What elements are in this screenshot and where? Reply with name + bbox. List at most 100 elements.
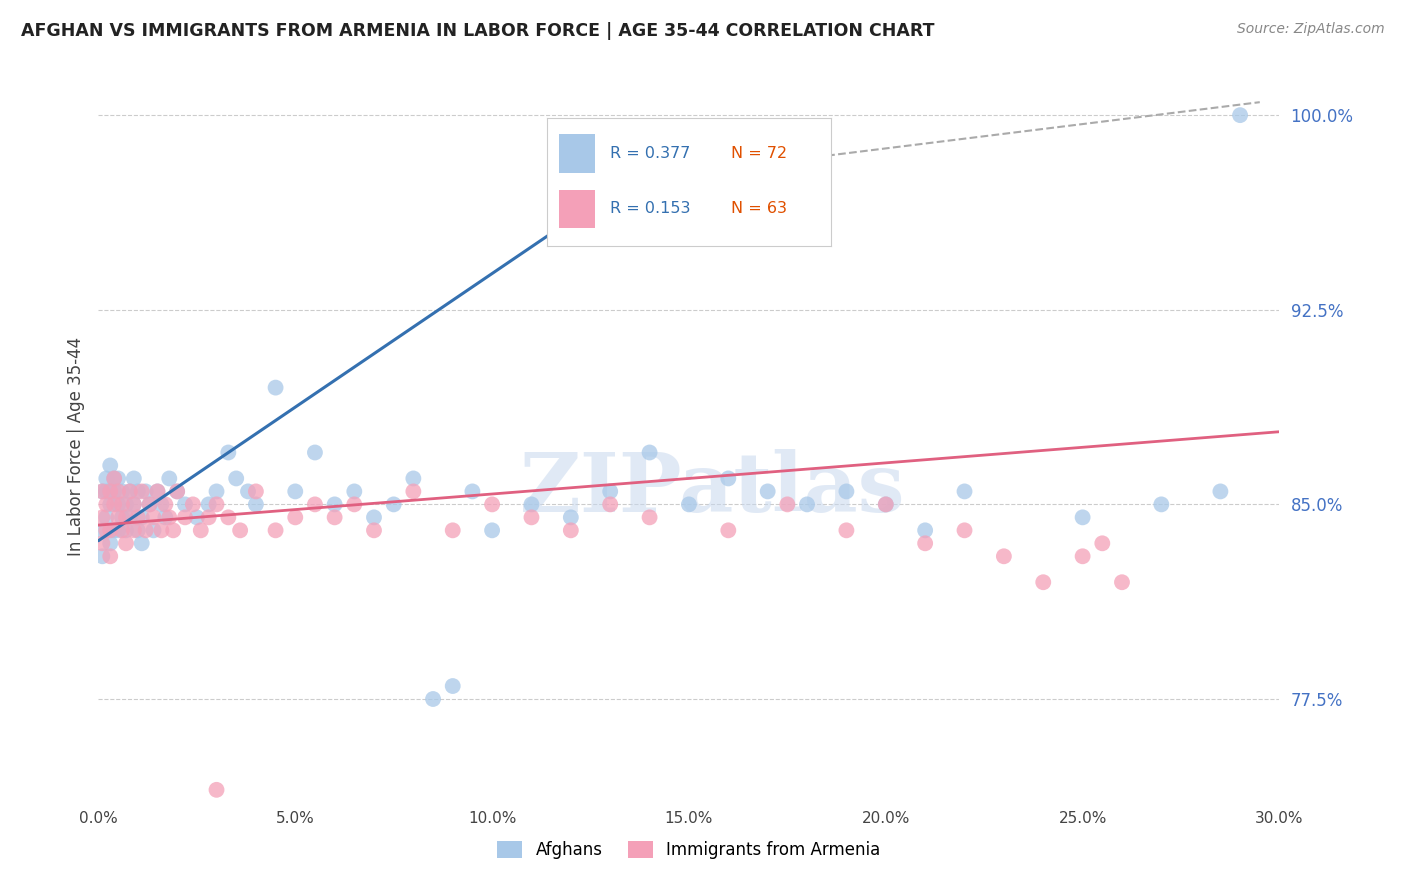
Point bbox=[135, 484, 157, 499]
Point bbox=[245, 484, 267, 499]
Point bbox=[103, 484, 125, 499]
Point bbox=[107, 497, 129, 511]
Point bbox=[229, 524, 252, 538]
Point bbox=[1071, 510, 1094, 524]
Point bbox=[115, 497, 138, 511]
Point bbox=[96, 510, 118, 524]
Point bbox=[142, 510, 165, 524]
Point bbox=[107, 524, 129, 538]
Point bbox=[98, 524, 121, 538]
Point bbox=[323, 497, 346, 511]
Point bbox=[363, 524, 385, 538]
Point bbox=[1071, 549, 1094, 564]
Point bbox=[875, 497, 897, 511]
Point bbox=[91, 510, 114, 524]
Point bbox=[441, 679, 464, 693]
Point bbox=[186, 510, 208, 524]
Point bbox=[756, 484, 779, 499]
Point bbox=[343, 484, 366, 499]
Point bbox=[835, 524, 858, 538]
Point bbox=[225, 471, 247, 485]
Point bbox=[91, 536, 114, 550]
Point bbox=[181, 497, 204, 511]
Point bbox=[560, 524, 582, 538]
Point bbox=[111, 524, 134, 538]
Point bbox=[91, 524, 114, 538]
Point bbox=[103, 471, 125, 485]
Point bbox=[98, 536, 121, 550]
Point bbox=[118, 484, 141, 499]
Point bbox=[264, 381, 287, 395]
Point bbox=[363, 510, 385, 524]
Point bbox=[166, 484, 188, 499]
Point bbox=[96, 524, 118, 538]
Point bbox=[157, 471, 180, 485]
Y-axis label: In Labor Force | Age 35-44: In Labor Force | Age 35-44 bbox=[66, 336, 84, 556]
Point bbox=[1150, 497, 1173, 511]
Point bbox=[520, 510, 543, 524]
Point bbox=[138, 497, 160, 511]
Point bbox=[284, 484, 307, 499]
Point bbox=[98, 458, 121, 473]
Point bbox=[481, 524, 503, 538]
Point bbox=[174, 510, 197, 524]
Point bbox=[835, 484, 858, 499]
Point bbox=[236, 484, 259, 499]
Point bbox=[284, 510, 307, 524]
Point bbox=[91, 549, 114, 564]
Point bbox=[1229, 108, 1251, 122]
Point bbox=[205, 497, 228, 511]
Point bbox=[481, 497, 503, 511]
Point bbox=[422, 692, 444, 706]
Point bbox=[197, 510, 219, 524]
Point bbox=[717, 524, 740, 538]
Point bbox=[111, 484, 134, 499]
Point bbox=[127, 484, 149, 499]
Point bbox=[135, 524, 157, 538]
Point bbox=[717, 471, 740, 485]
Point bbox=[638, 445, 661, 459]
Point bbox=[138, 497, 160, 511]
Point bbox=[875, 497, 897, 511]
Point bbox=[402, 471, 425, 485]
Point bbox=[205, 782, 228, 797]
Point bbox=[953, 524, 976, 538]
Point bbox=[217, 445, 239, 459]
Point bbox=[107, 510, 129, 524]
Point bbox=[122, 524, 145, 538]
Point bbox=[264, 524, 287, 538]
Point bbox=[150, 497, 173, 511]
Point bbox=[157, 510, 180, 524]
Point bbox=[1209, 484, 1232, 499]
Point bbox=[127, 524, 149, 538]
Point bbox=[103, 471, 125, 485]
Point bbox=[98, 549, 121, 564]
Point bbox=[323, 510, 346, 524]
Point bbox=[1091, 536, 1114, 550]
Point bbox=[155, 497, 177, 511]
Point bbox=[122, 497, 145, 511]
Point bbox=[111, 510, 134, 524]
Text: AFGHAN VS IMMIGRANTS FROM ARMENIA IN LABOR FORCE | AGE 35-44 CORRELATION CHART: AFGHAN VS IMMIGRANTS FROM ARMENIA IN LAB… bbox=[21, 22, 935, 40]
Point bbox=[118, 510, 141, 524]
Text: ZIPatlas: ZIPatlas bbox=[520, 449, 905, 529]
Point bbox=[174, 497, 197, 511]
Point bbox=[560, 510, 582, 524]
Point bbox=[520, 497, 543, 511]
Point bbox=[402, 484, 425, 499]
Point bbox=[155, 510, 177, 524]
Point bbox=[146, 484, 169, 499]
Point bbox=[107, 471, 129, 485]
Point bbox=[98, 484, 121, 499]
Text: Source: ZipAtlas.com: Source: ZipAtlas.com bbox=[1237, 22, 1385, 37]
Point bbox=[142, 524, 165, 538]
Point bbox=[343, 497, 366, 511]
Point bbox=[118, 484, 141, 499]
Point bbox=[382, 497, 405, 511]
Point bbox=[599, 497, 621, 511]
Point bbox=[122, 497, 145, 511]
Point bbox=[678, 497, 700, 511]
Point bbox=[1111, 575, 1133, 590]
Point bbox=[953, 484, 976, 499]
Point bbox=[441, 524, 464, 538]
